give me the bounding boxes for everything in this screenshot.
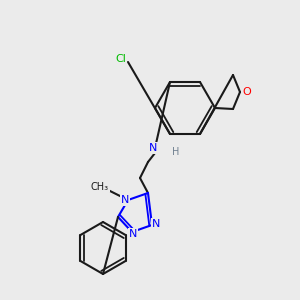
Text: H: H (172, 147, 179, 157)
Text: N: N (149, 143, 157, 153)
Text: CH₃: CH₃ (91, 182, 109, 192)
Text: N: N (129, 229, 137, 239)
Text: N: N (121, 195, 129, 205)
Text: Cl: Cl (116, 54, 126, 64)
Text: N: N (152, 219, 160, 229)
Text: O: O (243, 87, 251, 97)
